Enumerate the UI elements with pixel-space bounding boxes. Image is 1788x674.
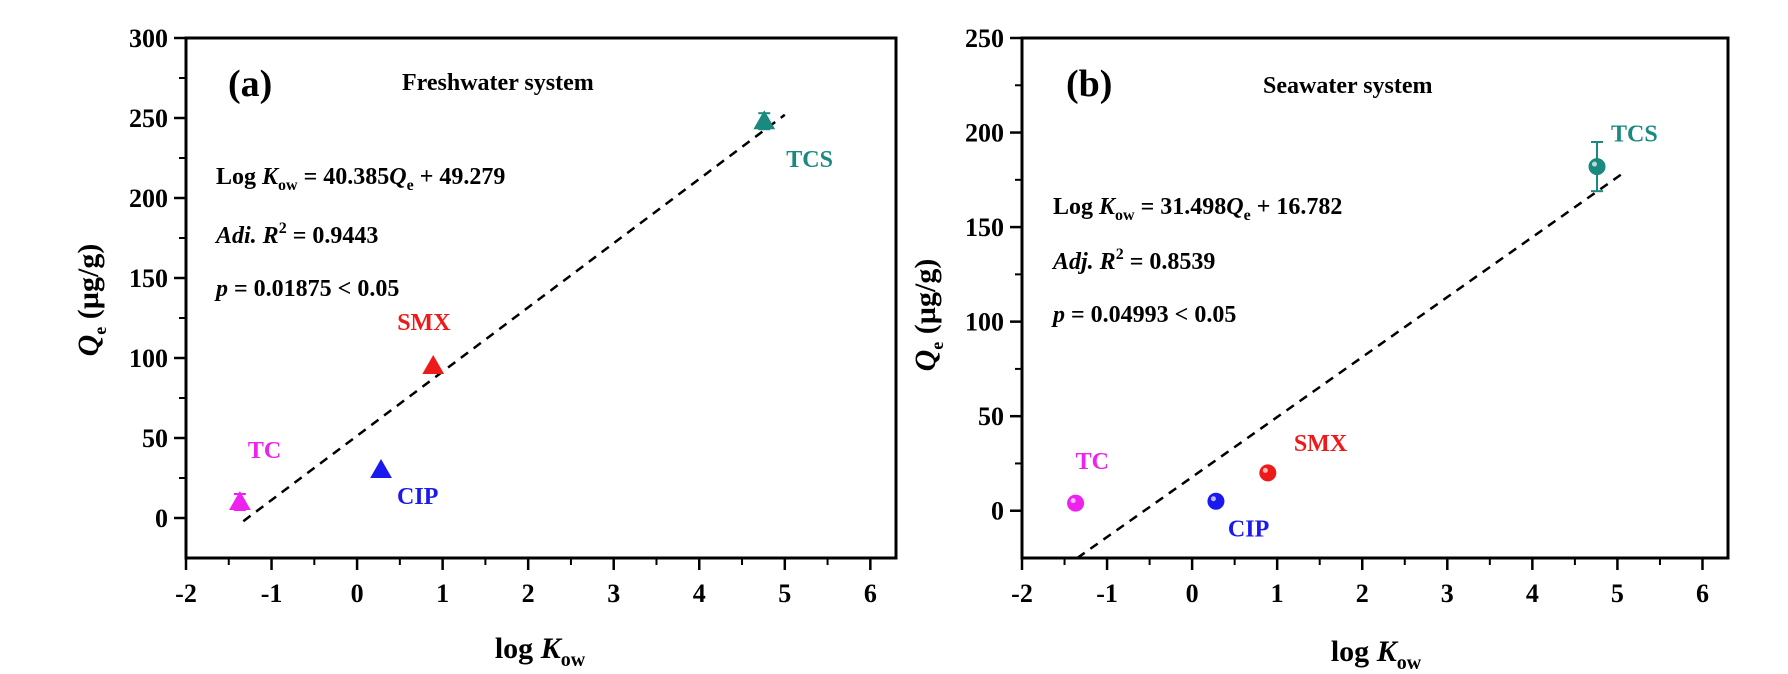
x-tick-label: 3 xyxy=(607,579,620,608)
x-axis-title: log Kow xyxy=(495,632,586,671)
x-tick-label: 4 xyxy=(693,579,706,608)
x-tick-label: 0 xyxy=(351,579,364,608)
data-point-cip xyxy=(370,458,392,478)
point-label-tcs: TCS xyxy=(1611,122,1658,148)
point-label-tc: TC xyxy=(248,438,281,464)
point-label-tc: TC xyxy=(1076,449,1109,475)
x-tick-label: 1 xyxy=(436,579,449,608)
chart-panel-a: -2 -1 0 1 2 3 4 5 6 0 50 100 150 200 250 300 TC CIP SMX TCS… xyxy=(72,24,898,671)
plot-frame xyxy=(184,36,898,560)
fit-equation: Log Kow = 40.385Qe + 49.279 xyxy=(216,164,505,194)
p-value: p = 0.04993 < 0.05 xyxy=(1051,302,1236,328)
point-label-cip: CIP xyxy=(1228,516,1269,542)
data-point-highlight xyxy=(1070,498,1076,504)
data-point-smx xyxy=(422,354,445,374)
x-tick-label: 2 xyxy=(522,579,535,608)
y-tick-label: 200 xyxy=(965,119,1004,148)
data-point-tc xyxy=(1067,494,1085,512)
y-tick-label: 300 xyxy=(129,24,168,53)
panel-title: Seawater system xyxy=(1263,73,1433,99)
fit-equation: Log Kow = 31.498Qe + 16.782 xyxy=(1053,194,1342,224)
y-tick-label: 0 xyxy=(991,497,1004,526)
x-tick-label: -2 xyxy=(1011,579,1033,608)
x-tick-label: -1 xyxy=(1096,579,1118,608)
point-label-smx: SMX xyxy=(1294,431,1348,457)
y-tick-label: 250 xyxy=(129,104,168,133)
x-tick-label: 4 xyxy=(1526,579,1539,608)
y-tick-label: 50 xyxy=(978,402,1004,431)
x-tick-label: 5 xyxy=(1611,579,1624,608)
panel-title: Freshwater system xyxy=(402,70,594,96)
r-squared: Adi. R2 = 0.9443 xyxy=(214,220,378,249)
x-tick-label: 3 xyxy=(1441,579,1454,608)
x-tick-label: 2 xyxy=(1356,579,1369,608)
data-point-highlight xyxy=(1262,467,1268,473)
p-value: p = 0.01875 < 0.05 xyxy=(214,276,399,302)
fit-line xyxy=(242,113,786,523)
x-tick-label: -1 xyxy=(261,579,283,608)
y-tick-label: 0 xyxy=(155,504,168,533)
data-point-tc xyxy=(229,490,251,510)
y-axis-title: Qe (µg/g) xyxy=(909,259,947,372)
panel-label: (a) xyxy=(228,63,272,105)
plot-frame xyxy=(1020,36,1730,560)
y-tick-label: 200 xyxy=(129,184,168,213)
data-point-highlight xyxy=(1210,496,1216,502)
data-point-smx xyxy=(1259,464,1277,482)
panel-label: (b) xyxy=(1066,63,1112,105)
y-tick-label: 250 xyxy=(965,24,1004,53)
chart-panel-b: -2 -1 0 1 2 3 4 5 6 0 50 100 150 200 250 TC CIP SMX TCS (b)… xyxy=(909,24,1730,674)
x-tick-label: 6 xyxy=(864,579,877,608)
y-tick-label: 150 xyxy=(965,213,1004,242)
point-label-cip: CIP xyxy=(397,484,438,510)
x-tick-label: 1 xyxy=(1271,579,1284,608)
data-point-cip xyxy=(1207,492,1225,510)
x-tick-label: -2 xyxy=(175,579,197,608)
point-label-smx: SMX xyxy=(397,310,451,336)
data-point-tcs xyxy=(1588,158,1606,176)
x-tick-label: 6 xyxy=(1696,579,1709,608)
x-axis-title: log Kow xyxy=(1331,635,1422,674)
y-tick-label: 150 xyxy=(129,264,168,293)
y-tick-label: 100 xyxy=(965,308,1004,337)
r-squared: Adj. R2 = 0.8539 xyxy=(1051,246,1215,275)
point-label-tcs: TCS xyxy=(786,147,833,173)
y-tick-label: 100 xyxy=(129,344,168,373)
x-tick-label: 0 xyxy=(1186,579,1199,608)
data-point-highlight xyxy=(1592,161,1598,167)
x-tick-label: 5 xyxy=(778,579,791,608)
fit-line xyxy=(1076,173,1623,560)
y-tick-label: 50 xyxy=(142,424,168,453)
y-axis-title: Qe (µg/g) xyxy=(72,244,110,357)
data-point-tcs xyxy=(753,110,776,130)
